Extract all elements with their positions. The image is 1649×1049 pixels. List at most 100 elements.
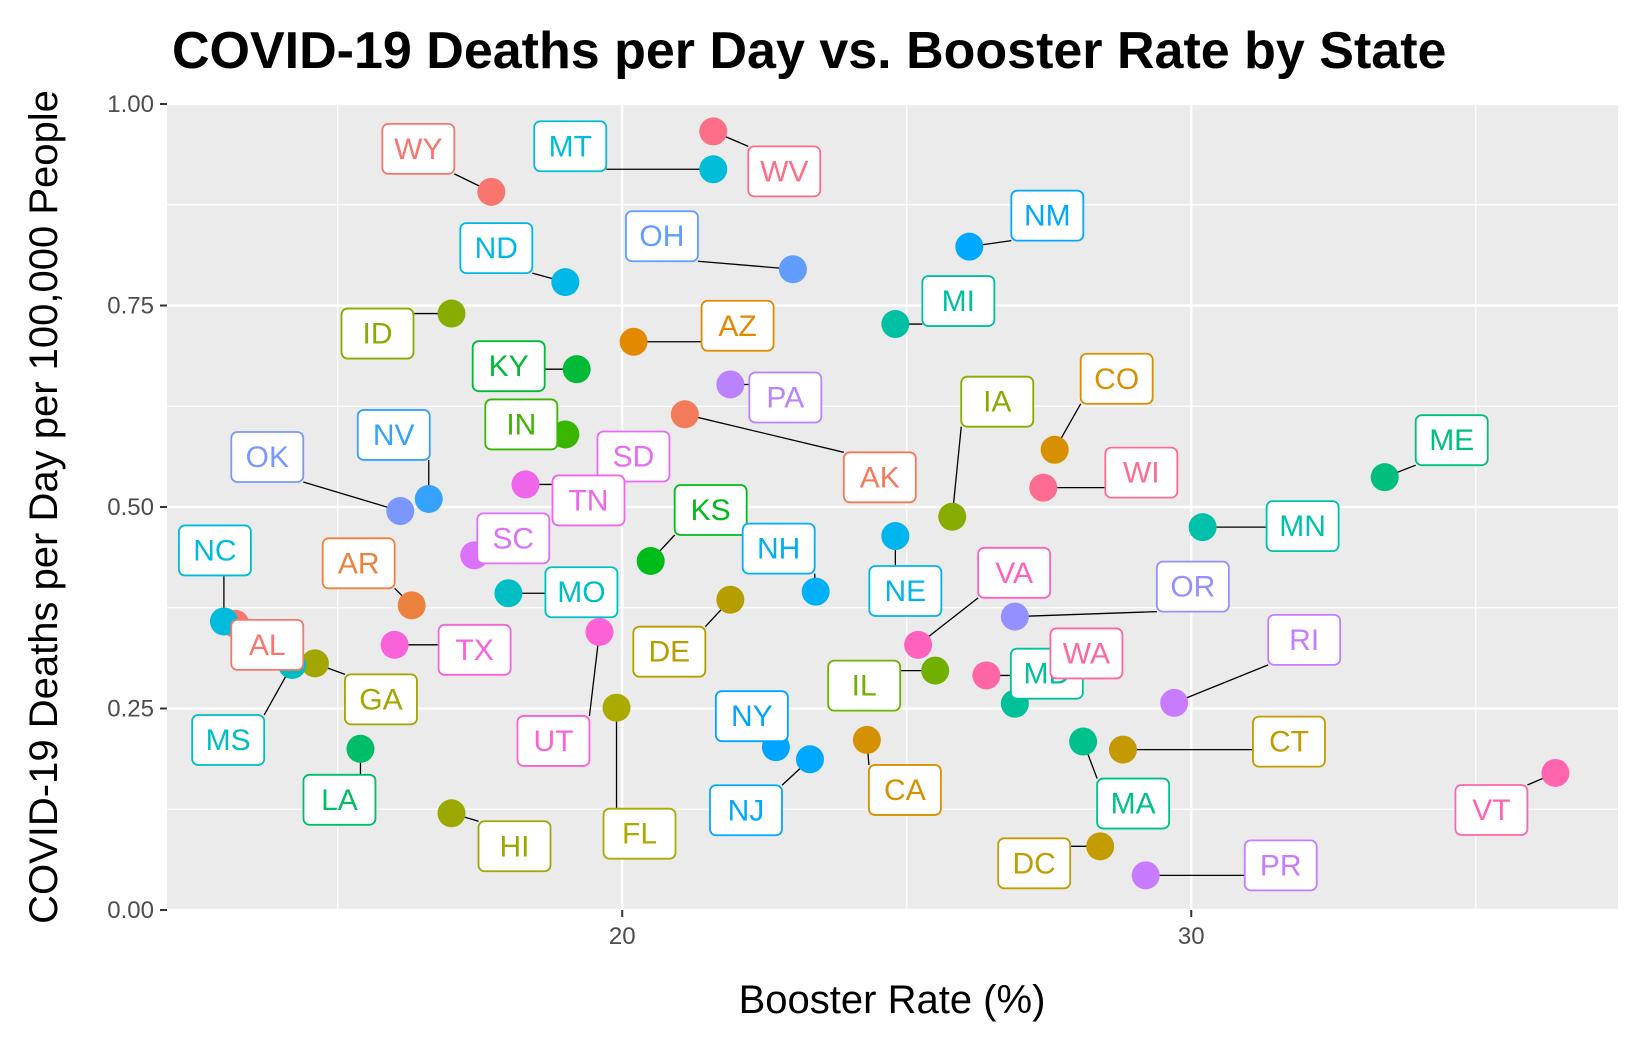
data-label-co: CO — [1079, 352, 1154, 405]
data-label-box — [596, 430, 671, 483]
data-label-text: DC — [1013, 847, 1056, 880]
data-label-text: OH — [639, 220, 684, 253]
data-label-ut: UT — [516, 715, 591, 767]
tick-labels: 20 30 0.00 0.25 0.50 0.75 1.00 — [107, 91, 1204, 950]
data-label-text: VT — [1472, 794, 1510, 827]
data-point-mt — [699, 155, 728, 184]
data-label-text: ID — [363, 318, 393, 351]
data-point-or — [1000, 602, 1029, 631]
data-label-box — [321, 537, 396, 590]
data-label-box — [842, 451, 917, 504]
data-label-sd: SD — [596, 430, 671, 483]
data-label-text: NC — [193, 534, 236, 567]
data-point-va — [904, 630, 933, 659]
data-label-box — [632, 625, 707, 678]
data-label-box — [1155, 560, 1230, 613]
data-label-text: NM — [1024, 200, 1071, 233]
data-point-ut — [585, 617, 614, 646]
data-label-text: RI — [1289, 624, 1319, 657]
data-point-ks — [636, 547, 665, 576]
data-label-tx: TX — [437, 623, 512, 676]
data-label-box — [1049, 627, 1124, 680]
data-label-text: MS — [206, 724, 251, 757]
data-label-box — [516, 715, 591, 767]
data-point-co — [1040, 435, 1069, 464]
data-label-box — [827, 659, 902, 712]
data-point-de — [716, 585, 745, 614]
data-label-text: WA — [1063, 637, 1110, 670]
data-label-text: GA — [359, 683, 402, 716]
data-label-text: IA — [983, 386, 1011, 419]
data-label-text: MI — [942, 285, 975, 318]
data-label-text: LA — [321, 784, 358, 817]
data-label-box — [1267, 613, 1342, 666]
data-point-ia — [938, 502, 967, 531]
data-point-il — [921, 656, 950, 685]
data-point-ca — [852, 725, 881, 754]
y-tick-label: 0.00 — [107, 897, 154, 924]
data-label-sc: SC — [476, 512, 551, 565]
data-label-box — [1096, 777, 1171, 830]
data-label-wi: WI — [1104, 446, 1179, 499]
data-label-ct: CT — [1252, 715, 1326, 768]
data-label-ok: OK — [230, 431, 305, 483]
leader-line — [1173, 664, 1269, 704]
data-label-fl: FL — [602, 807, 677, 860]
data-label-wy: WY — [381, 122, 456, 175]
data-label-box — [437, 623, 512, 676]
data-label-ms: MS — [191, 714, 266, 766]
data-point-wa — [972, 661, 1001, 690]
data-point-wy — [477, 177, 506, 206]
data-label-box — [867, 764, 942, 816]
data-label-wv: WV — [747, 145, 822, 198]
data-label-box — [551, 474, 626, 527]
data-label-nc: NC — [178, 524, 252, 577]
data-label-box — [741, 522, 816, 575]
data-label-text: OR — [1170, 571, 1215, 604]
data-label-text: TX — [455, 634, 493, 667]
data-label-text: NJ — [728, 794, 765, 827]
data-label-text: OK — [246, 441, 289, 474]
data-label-text: TN — [568, 484, 608, 517]
data-label-az: AZ — [700, 299, 775, 352]
data-point-ct — [1108, 735, 1137, 764]
data-label-text: AZ — [718, 310, 756, 343]
data-point-ma — [1069, 727, 1098, 756]
data-label-text: SC — [492, 522, 534, 555]
data-point-az — [619, 327, 648, 356]
data-label-pr: PR — [1243, 839, 1318, 892]
data-label-va: VA — [977, 546, 1052, 599]
data-label-box — [960, 375, 1035, 428]
data-label-text: DE — [648, 636, 690, 669]
data-label-box — [921, 275, 996, 327]
data-label-me: ME — [1414, 414, 1489, 467]
data-label-text: NV — [373, 419, 415, 452]
data-label-text: KS — [691, 494, 731, 527]
data-label-box — [191, 714, 266, 766]
data-label-text: KY — [489, 350, 529, 383]
data-label-text: UT — [533, 725, 573, 758]
data-label-mn: MN — [1265, 500, 1340, 553]
data-label-text: MA — [1111, 788, 1156, 821]
data-label-hi: HI — [477, 820, 552, 873]
data-label-mi: MI — [921, 275, 996, 327]
data-label-box — [714, 690, 789, 743]
data-label-ak: AK — [842, 451, 917, 504]
data-label-nj: NJ — [709, 784, 783, 837]
data-label-text: ND — [475, 232, 518, 265]
leader-line — [684, 413, 844, 453]
data-label-la: LA — [302, 773, 377, 826]
data-label-box — [700, 299, 775, 352]
data-label-text: CO — [1094, 363, 1139, 396]
data-label-text: MO — [557, 576, 605, 609]
x-tick-label: 20 — [609, 923, 636, 950]
data-label-al: AL — [230, 618, 305, 671]
data-label-in: IN — [484, 398, 559, 451]
data-label-ks: KS — [673, 484, 748, 536]
axis-ticks — [160, 103, 1193, 917]
data-label-box — [356, 409, 431, 461]
data-label-box — [1243, 839, 1318, 892]
data-point-tx — [380, 630, 409, 659]
data-label-vt: VT — [1454, 784, 1529, 836]
data-label-text: WI — [1123, 457, 1160, 490]
